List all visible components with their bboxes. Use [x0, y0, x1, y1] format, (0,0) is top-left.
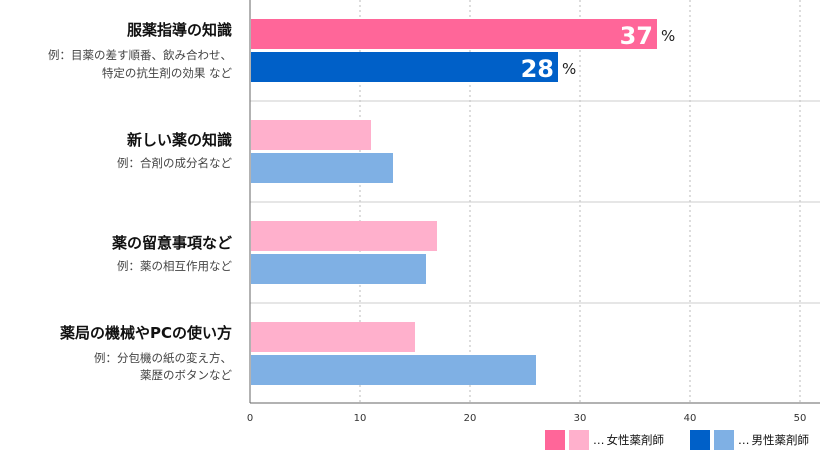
- legend-male: … 男性薬剤師: [690, 430, 809, 450]
- legend-female-label: 女性薬剤師: [606, 433, 665, 447]
- legend-female-swatch: [569, 430, 589, 450]
- data-label-unit-0-0: %: [661, 27, 675, 45]
- legend-male-swatch: [714, 430, 734, 450]
- category-example-1-line-0: 例：合剤の成分名など: [117, 156, 232, 170]
- legend-prefix: …: [738, 433, 750, 447]
- category-title-0: 服薬指導の知識: [126, 21, 232, 39]
- category-example-0-line-0: 例：目薬の差す順番、飲み合わせ、: [48, 48, 232, 62]
- legend-female: … 女性薬剤師: [545, 430, 664, 450]
- data-label-0-0: 37: [620, 22, 653, 50]
- category-title-2: 薬の留意事項など: [111, 234, 232, 252]
- x-tick-label-20: 20: [464, 413, 477, 424]
- data-label-0-1: 28: [521, 55, 554, 83]
- category-example-0-line-1: 特定の抗生剤の効果 など: [101, 66, 232, 80]
- bar-female-1: [251, 120, 371, 150]
- category-title-1: 新しい薬の知識: [126, 131, 232, 149]
- bar-male-3: [251, 355, 536, 385]
- category-example-3-line-0: 例：分包機の紙の変え方、: [94, 351, 232, 365]
- x-tick-label-10: 10: [354, 413, 367, 424]
- bar-female-3: [251, 322, 415, 352]
- category-example-3-line-1: 薬歴のボタンなど: [140, 368, 232, 382]
- legend-male-label: 男性薬剤師: [751, 433, 810, 447]
- legend-male-highlight-swatch: [690, 430, 710, 450]
- category-example-2-line-0: 例：薬の相互作用など: [117, 259, 232, 273]
- legend-female-highlight-swatch: [545, 430, 565, 450]
- data-label-unit-0-1: %: [562, 60, 576, 78]
- bar-female-0: [251, 19, 657, 49]
- x-tick-label-40: 40: [684, 413, 697, 424]
- bar-male-2: [251, 254, 426, 284]
- x-tick-label-50: 50: [794, 413, 807, 424]
- plot-area: 0 10 20 30 40 50 37 % 28%: [247, 0, 820, 424]
- x-tick-label-0: 0: [247, 413, 253, 424]
- category-title-3: 薬局の機械やPCの使い方: [59, 324, 232, 342]
- bar-male-1: [251, 153, 393, 183]
- x-tick-label-30: 30: [574, 413, 587, 424]
- legend-prefix: …: [593, 433, 605, 447]
- bar-female-2: [251, 221, 437, 251]
- bar-male-0: [251, 52, 558, 82]
